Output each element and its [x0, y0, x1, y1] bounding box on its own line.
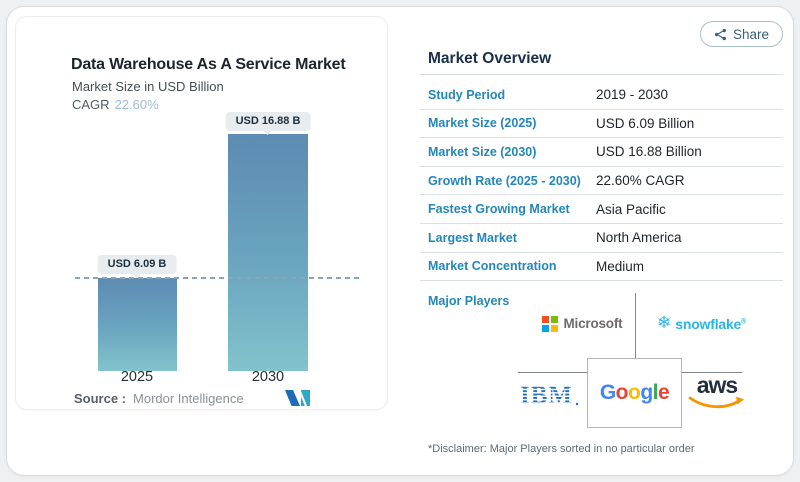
overview-heading: Market Overview — [428, 50, 552, 67]
share-icon — [715, 28, 726, 40]
bar-2030 — [228, 134, 308, 371]
row-value: Asia Pacific — [596, 201, 666, 217]
table-row: Study Period 2019 - 2030 — [420, 81, 783, 110]
row-value: USD 16.88 Billion — [596, 144, 702, 160]
source-row: Source : Mordor Intelligence — [74, 391, 244, 406]
row-value: Medium — [596, 258, 645, 274]
svg-text:IBM: IBM — [520, 382, 573, 408]
reference-dashed-line — [75, 277, 361, 279]
table-row: Growth Rate (2025 - 2030) 22.60% CAGR — [420, 167, 783, 196]
disclaimer-text: *Disclaimer: Major Players sorted in no … — [428, 443, 695, 455]
row-label: Fastest Growing Market — [428, 202, 570, 217]
chart-panel: Data Warehouse As A Service Market Marke… — [15, 16, 388, 410]
bar-value-badge-2030: USD 16.88 B — [225, 112, 311, 135]
microsoft-wordmark: Microsoft — [563, 316, 623, 332]
x-axis-label-2025: 2025 — [120, 369, 154, 385]
google-logo: Google — [599, 381, 670, 404]
snowflake-icon: ❄ — [657, 313, 672, 333]
microsoft-logo: Microsoft — [542, 316, 623, 332]
share-button[interactable]: Share — [700, 21, 784, 47]
microsoft-squares-icon — [542, 316, 558, 332]
mordor-intelligence-logo-icon — [285, 390, 310, 406]
x-axis-label-2030: 2030 — [251, 369, 285, 385]
table-row: Fastest Growing Market Asia Pacific — [420, 195, 783, 224]
bar-value-badge-2025: USD 6.09 B — [97, 255, 177, 278]
chart-cagr: CAGR 22.60% — [72, 97, 159, 112]
google-logo-box: Google — [587, 358, 682, 428]
connector-vertical-line — [635, 293, 636, 358]
snowflake-wordmark: snowflake — [675, 315, 742, 332]
snowflake-logo: ❄ snowflake® — [657, 315, 746, 332]
row-value: North America — [596, 230, 682, 246]
chart-subtitle: Market Size in USD Billion — [72, 79, 224, 94]
row-label: Market Size (2030) — [428, 144, 537, 159]
cagr-value: 22.60% — [114, 97, 159, 112]
chart-title: Data Warehouse As A Service Market — [71, 56, 346, 73]
market-overview-panel: Market Overview Study Period 2019 - 2030… — [420, 48, 783, 460]
row-label: Market Concentration — [428, 259, 557, 274]
row-label: Growth Rate (2025 - 2030) — [428, 173, 581, 188]
row-label: Market Size (2025) — [428, 116, 537, 131]
major-players-label: Major Players — [428, 294, 510, 308]
row-value: 2019 - 2030 — [596, 87, 669, 103]
row-value: USD 6.09 Billion — [596, 115, 695, 131]
overview-table: Study Period 2019 - 2030 Market Size (20… — [420, 81, 783, 282]
table-row: Largest Market North America — [420, 224, 783, 253]
table-row: Market Concentration Medium — [420, 253, 783, 282]
ibm-logo: IBM — [520, 382, 579, 408]
aws-wordmark: aws — [696, 372, 738, 398]
source-label: Source : — [74, 391, 127, 406]
cagr-label: CAGR — [72, 97, 110, 112]
table-row: Market Size (2025) USD 6.09 Billion — [420, 110, 783, 139]
registered-mark: ® — [741, 317, 747, 325]
source-value: Mordor Intelligence — [133, 391, 244, 406]
bar-2025 — [98, 278, 177, 371]
heading-divider — [420, 74, 783, 75]
share-label: Share — [733, 26, 770, 42]
row-label: Study Period — [428, 87, 506, 102]
table-row: Market Size (2030) USD 16.88 Billion — [420, 138, 783, 167]
row-value: 22.60% CAGR — [596, 173, 685, 189]
aws-logo: aws — [688, 374, 746, 411]
aws-smile-icon — [688, 396, 744, 409]
row-label: Largest Market — [428, 230, 517, 245]
